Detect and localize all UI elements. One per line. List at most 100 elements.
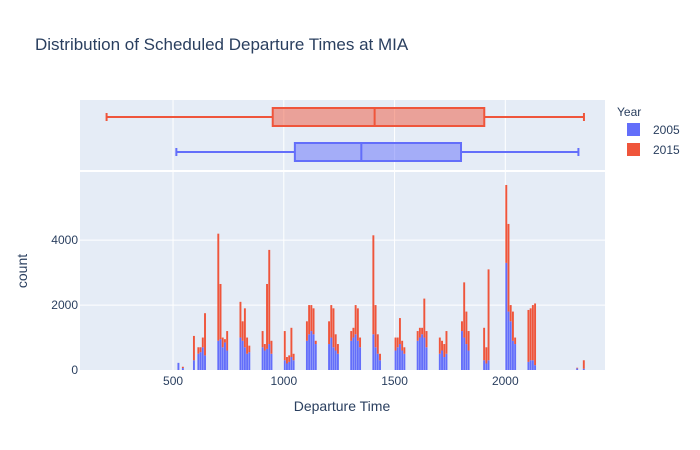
bar-2005 (352, 337, 355, 370)
bar-2015 (423, 298, 426, 338)
bar-2005 (423, 337, 426, 370)
bar-2015 (266, 283, 268, 349)
bar-2015 (421, 327, 424, 335)
bar-2015 (283, 331, 286, 361)
bar-2015 (332, 308, 335, 348)
y-axis-label: count (14, 254, 30, 288)
legend-swatch-2015 (627, 143, 640, 156)
bar-2005 (394, 350, 397, 370)
bar-2015 (441, 340, 443, 351)
bar-2015 (219, 283, 222, 340)
bar-2015 (425, 331, 428, 348)
box-2015-iqr (271, 107, 486, 127)
box-2005-iqr (293, 142, 463, 162)
bar-2005 (483, 360, 486, 370)
bar-2005 (372, 334, 375, 370)
y-tick-label: 0 (71, 363, 78, 377)
bar-2015 (511, 311, 514, 341)
bar-2005 (204, 355, 206, 370)
bar-2015 (221, 337, 224, 348)
bar-2005 (529, 360, 532, 370)
bar-2005 (416, 340, 419, 370)
bar-2005 (328, 344, 331, 370)
bar-2015 (394, 337, 397, 351)
bar-2015 (483, 327, 486, 361)
bar-2015 (181, 366, 184, 369)
bar-2005 (223, 342, 226, 370)
bar-2015 (330, 305, 333, 338)
bar-2005 (217, 340, 220, 370)
bar-2005 (305, 340, 308, 370)
legend-label-2005: 2005 (653, 123, 680, 137)
bar-2015 (379, 353, 381, 361)
bar-2005 (334, 350, 337, 370)
bar-2005 (248, 352, 251, 370)
bar-2015 (398, 318, 401, 345)
bar-2015 (328, 321, 331, 345)
bar-2005 (485, 363, 488, 370)
box-marks (105, 107, 585, 162)
bar-2015 (286, 357, 288, 364)
bar-2015 (534, 303, 537, 366)
bar-2015 (443, 344, 446, 358)
bar-2005 (467, 350, 470, 370)
bar-2005 (292, 360, 295, 370)
bar-2015 (197, 347, 200, 354)
bar-2005 (531, 360, 534, 370)
bar-2005 (487, 360, 490, 370)
legend-item-2015[interactable]: 2015 (627, 143, 680, 157)
bar-2005 (421, 334, 424, 370)
bar-2015 (310, 305, 313, 332)
bar-2005 (507, 311, 510, 370)
bar-2015 (261, 331, 264, 348)
bar-2005 (511, 340, 514, 370)
x-axis-ticks: 500 1000 1500 2000 (163, 374, 519, 388)
bar-2015 (372, 235, 375, 335)
bar-2005 (241, 340, 244, 370)
bar-2005 (308, 334, 311, 370)
bar-2005 (314, 344, 317, 370)
bar-2005 (418, 337, 421, 370)
bar-2015 (576, 367, 579, 369)
y-axis-ticks: 0 2000 4000 (51, 233, 78, 377)
bar-2015 (396, 337, 399, 348)
bar-2015 (445, 331, 448, 354)
bar-2005 (527, 361, 530, 370)
legend-swatch-2005 (627, 123, 640, 136)
bar-2005 (534, 365, 537, 370)
bar-2015 (463, 282, 466, 338)
bar-2015 (514, 337, 517, 345)
x-tick-label: 1500 (381, 374, 408, 388)
bar-2015 (438, 337, 441, 354)
bar-2015 (352, 327, 355, 338)
bar-2015 (505, 184, 508, 263)
bar-2015 (204, 313, 206, 356)
bar-2005 (312, 334, 315, 370)
bar-2015 (226, 331, 229, 351)
bar-2015 (374, 305, 377, 348)
histogram-bars (177, 184, 585, 370)
bar-2005 (465, 344, 468, 370)
bar-2015 (507, 223, 510, 312)
bar-2015 (416, 331, 419, 341)
bar-2015 (201, 337, 204, 348)
bar-2005 (509, 321, 512, 370)
bar-2015 (354, 305, 357, 335)
bar-2005 (286, 363, 288, 370)
x-tick-label: 500 (163, 374, 183, 388)
bar-2015 (529, 308, 532, 361)
bar-2005 (505, 262, 508, 370)
bar-2015 (246, 337, 249, 354)
bar-2015 (527, 309, 530, 362)
legend-item-2005[interactable]: 2005 (627, 123, 680, 137)
bar-2005 (243, 347, 246, 370)
bar-2015 (312, 308, 315, 335)
bar-2005 (310, 331, 313, 370)
bar-2015 (401, 340, 404, 351)
bar-2005 (192, 360, 195, 370)
bar-2015 (461, 321, 463, 332)
bar-2015 (467, 331, 470, 351)
bar-2015 (192, 335, 195, 361)
